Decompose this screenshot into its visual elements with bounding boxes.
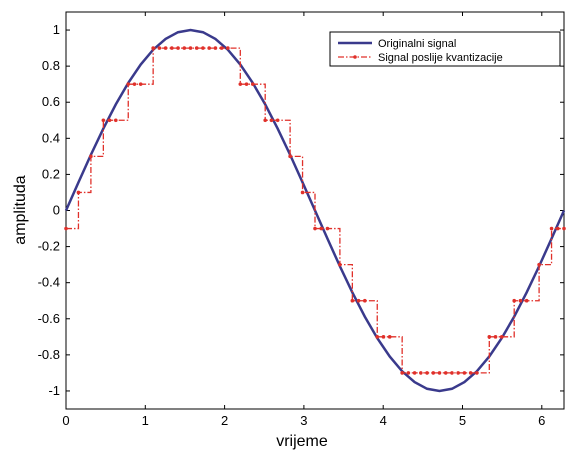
quantized-step-marker xyxy=(207,46,211,50)
quantized-point xyxy=(126,82,131,86)
y-axis-label: amplituda xyxy=(12,175,29,244)
quantized-point xyxy=(537,262,541,267)
quantized-step-marker xyxy=(356,298,361,303)
legend-label-quantized: Signal poslije kvantizacije xyxy=(378,52,503,64)
legend-label-original: Originalni signal xyxy=(378,38,456,50)
y-tick-label: -0.4 xyxy=(38,275,60,290)
quantized-step-marker xyxy=(319,226,324,231)
quantized-point xyxy=(425,371,429,375)
quantized-point xyxy=(300,190,305,195)
quantized-point xyxy=(325,226,330,231)
y-tick-label: -0.8 xyxy=(38,347,60,362)
y-tick-label: -0.2 xyxy=(38,239,60,254)
legend-marker-quantized xyxy=(353,55,357,59)
series-line-quantized xyxy=(66,47,564,374)
quantized-step-marker xyxy=(107,118,112,123)
quantized-point xyxy=(201,46,205,50)
quantized-point xyxy=(188,46,193,50)
quantized-point xyxy=(450,371,454,375)
quantized-step-marker xyxy=(456,371,460,375)
quantized-point xyxy=(475,371,479,375)
quantized-step-marker xyxy=(132,82,137,86)
quantized-step-marker xyxy=(493,335,498,339)
y-tick-label: 0.6 xyxy=(42,94,60,109)
quantized-step-marker xyxy=(443,371,448,375)
legend-box xyxy=(329,31,561,67)
quantized-point xyxy=(313,226,317,231)
quantized-point xyxy=(76,190,81,195)
quantized-point xyxy=(512,298,516,303)
legend: Originalni signal Signal poslije kvantiz… xyxy=(329,31,561,67)
quantized-point xyxy=(263,118,268,123)
quantized-point xyxy=(549,226,554,231)
quantized-point xyxy=(499,335,504,339)
quantized-point xyxy=(64,226,68,231)
x-axis-label: vrijeme xyxy=(276,433,328,450)
quantized-point xyxy=(387,335,392,339)
x-tick-label: 5 xyxy=(459,413,466,428)
y-axis: 1 0.8 0.6 0.4 0.2 0 -0.2 -0.4 -0.6 -0.8 -1 xyxy=(38,22,564,398)
quantized-point xyxy=(400,371,404,375)
quantized-point xyxy=(363,298,367,303)
quantized-step-marker xyxy=(468,371,473,375)
quantized-point xyxy=(226,46,230,50)
quantized-step-marker xyxy=(170,46,174,50)
x-tick-label: 0 xyxy=(62,413,69,428)
quantized-step-marker xyxy=(194,46,199,50)
quantized-step-marker xyxy=(431,371,436,375)
quantized-step-marker xyxy=(381,335,386,339)
quantized-point xyxy=(288,154,292,159)
quantized-point xyxy=(437,371,442,375)
series-layer xyxy=(64,28,566,393)
y-tick-label: -0.6 xyxy=(38,311,60,326)
quantized-point xyxy=(163,46,168,50)
quantized-point xyxy=(375,335,380,339)
quantized-step-marker xyxy=(244,82,249,86)
quantized-point xyxy=(176,46,180,50)
quantized-step-marker xyxy=(182,46,187,50)
y-tick-label: 0.2 xyxy=(42,166,60,181)
quantized-point xyxy=(275,118,280,123)
y-tick-label: 1 xyxy=(53,22,60,37)
quantized-point xyxy=(338,262,342,267)
quantized-step-marker xyxy=(157,46,162,50)
x-tick-label: 1 xyxy=(142,413,149,428)
quantized-point xyxy=(250,82,255,86)
quantized-point xyxy=(213,46,218,50)
y-tick-label: -1 xyxy=(48,383,60,398)
quantized-step-marker xyxy=(219,46,224,50)
quantized-point xyxy=(524,298,529,303)
x-axis: 0 1 2 3 4 5 6 xyxy=(62,12,545,428)
quantized-point xyxy=(138,82,143,86)
quantized-step-marker xyxy=(518,298,523,303)
quantized-point xyxy=(412,371,417,375)
quantized-point xyxy=(101,118,106,123)
y-tick-label: 0 xyxy=(53,203,60,218)
quantized-point xyxy=(114,118,118,123)
quantized-point xyxy=(487,335,492,339)
y-tick-label: 0.4 xyxy=(42,130,60,145)
quantized-point xyxy=(151,46,155,50)
y-tick-label: 0.8 xyxy=(42,58,60,73)
quantized-point xyxy=(350,298,355,303)
x-tick-label: 6 xyxy=(538,413,545,428)
quantized-step-marker xyxy=(406,371,411,375)
x-tick-label: 4 xyxy=(380,413,387,428)
x-tick-label: 3 xyxy=(300,413,307,428)
quantized-point xyxy=(238,82,243,86)
quantized-point xyxy=(462,371,467,375)
quantized-step-marker xyxy=(269,118,274,123)
quantized-point xyxy=(89,154,93,159)
quantized-step-marker xyxy=(555,226,560,231)
x-tick-label: 2 xyxy=(221,413,228,428)
quantized-point xyxy=(562,226,566,231)
quantized-step-marker xyxy=(419,371,423,375)
